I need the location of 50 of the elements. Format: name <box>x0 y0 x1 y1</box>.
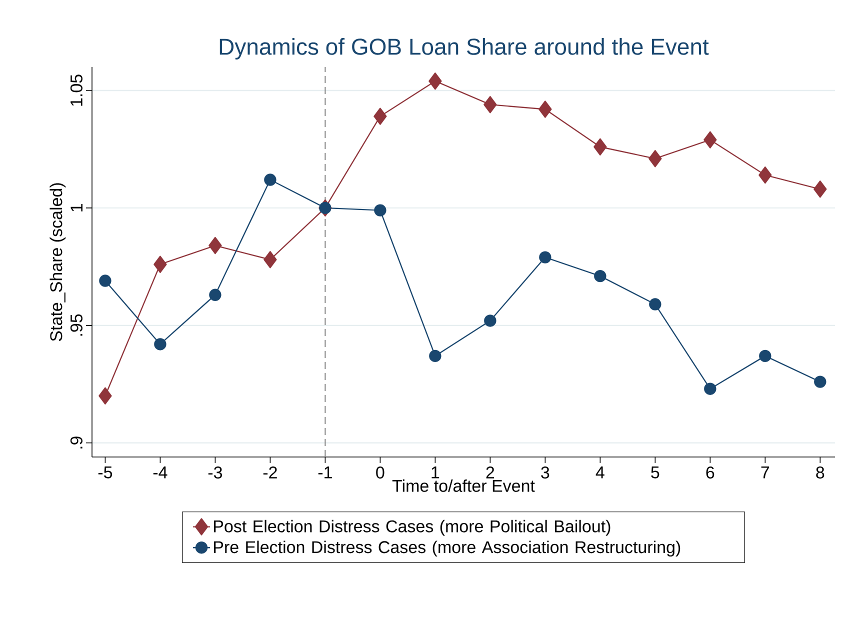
point <box>649 298 662 310</box>
point <box>758 166 772 184</box>
point <box>539 251 552 264</box>
point <box>759 350 772 362</box>
y-axis-title: State_Share (scaled) <box>50 183 66 342</box>
point <box>538 100 552 118</box>
point <box>154 256 167 273</box>
y-tick-label: .95 <box>70 314 82 336</box>
x-tick-label: -2 <box>263 466 277 478</box>
y-tick-label: 1.05 <box>70 74 82 106</box>
x-tick-label: 4 <box>596 466 604 478</box>
point <box>704 382 716 395</box>
legend-label: Post Election Distress Cases (more Political Bailout) <box>214 520 610 536</box>
point <box>484 314 496 327</box>
x-tick-label: 2 <box>486 466 494 478</box>
point <box>264 174 276 186</box>
x-tick-label: 1 <box>432 466 440 478</box>
point <box>374 108 387 125</box>
point <box>648 150 662 168</box>
x-tick-label: 7 <box>761 466 770 478</box>
x-tick-label: -5 <box>98 466 112 478</box>
x-tick-label: -3 <box>208 466 222 479</box>
x-tick-label: 3 <box>541 466 550 479</box>
point <box>814 376 826 388</box>
point <box>484 96 497 114</box>
x-tick-label: 0 <box>376 466 384 479</box>
point <box>99 274 112 287</box>
x-axis-title: Time to/after Event <box>392 479 535 492</box>
x-tick-label: 5 <box>651 466 660 478</box>
x-tick-label: 8 <box>816 466 824 479</box>
point <box>209 288 222 301</box>
point <box>428 72 442 90</box>
point <box>429 350 442 362</box>
point <box>264 251 277 268</box>
y-tick-label: .9 <box>70 436 82 448</box>
point <box>704 131 717 148</box>
point <box>98 387 112 404</box>
chart-title: Dynamics of GOB Loan Share around the Event <box>220 38 709 60</box>
legend-label: Pre Election Distress Cases (more Association Restructuring) <box>214 540 680 557</box>
point <box>319 202 332 214</box>
point <box>814 180 827 198</box>
point <box>374 204 386 216</box>
x-tick-label: -1 <box>318 466 332 478</box>
point <box>594 138 607 156</box>
y-tick-label: 1 <box>70 204 82 212</box>
x-tick-label: 6 <box>706 466 714 479</box>
point <box>594 270 606 282</box>
x-tick-label: -4 <box>153 466 168 478</box>
point <box>208 236 222 254</box>
point <box>154 338 166 350</box>
